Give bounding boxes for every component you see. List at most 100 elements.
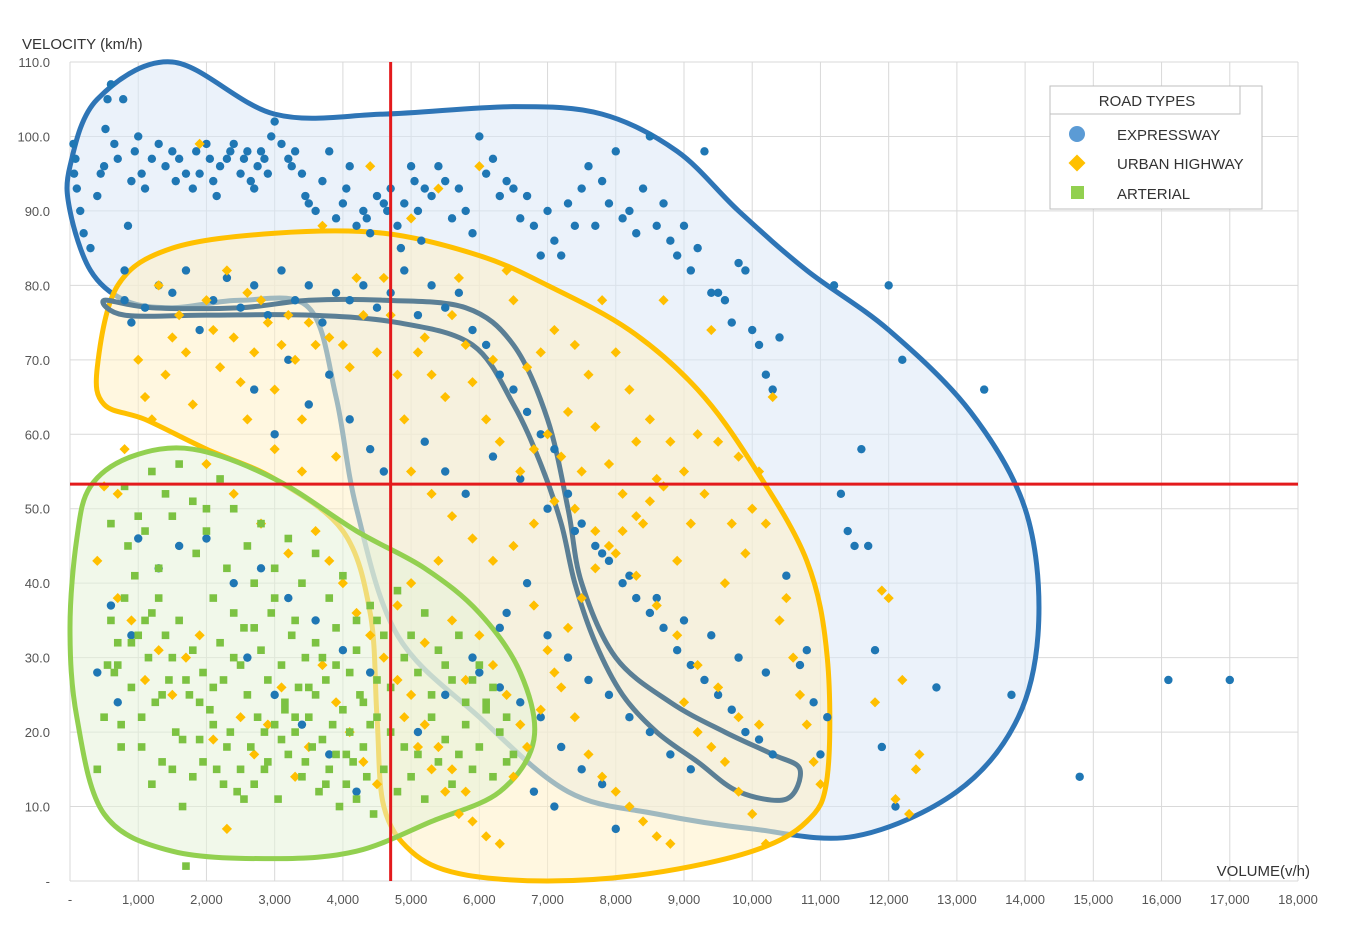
point-urban-highway — [651, 831, 662, 842]
point-expressway — [748, 325, 757, 335]
point-urban-highway — [883, 592, 894, 604]
point-expressway — [672, 251, 682, 260]
point-arterial — [291, 713, 299, 721]
point-arterial — [489, 772, 497, 781]
point-expressway — [768, 750, 777, 759]
point-expressway — [202, 139, 211, 149]
point-expressway — [686, 765, 696, 774]
point-urban-highway — [603, 540, 615, 552]
point-arterial — [414, 750, 422, 759]
point-expressway — [884, 281, 893, 290]
point-expressway — [795, 660, 805, 670]
point-expressway — [877, 742, 887, 752]
point-arterial — [393, 586, 402, 595]
point-expressway — [270, 117, 279, 126]
point-expressway — [256, 147, 266, 156]
point-arterial — [380, 765, 388, 774]
point-expressway — [597, 176, 607, 186]
point-urban-highway — [324, 555, 335, 566]
point-expressway — [123, 221, 133, 230]
point-arterial — [161, 631, 170, 640]
point-expressway — [495, 191, 504, 201]
point-expressway — [727, 318, 736, 327]
point-expressway — [284, 355, 293, 365]
point-arterial — [349, 758, 357, 766]
point-expressway — [638, 184, 648, 193]
point-urban-highway — [412, 347, 424, 358]
y-tick-label: 30.0 — [25, 651, 50, 666]
point-expressway — [604, 199, 614, 208]
point-expressway — [713, 690, 723, 700]
point-urban-highway — [521, 362, 533, 373]
point-urban-highway — [692, 726, 703, 738]
point-expressway — [365, 444, 375, 454]
point-expressway — [563, 199, 573, 208]
point-expressway — [181, 266, 191, 275]
point-expressway — [536, 430, 545, 439]
point-urban-highway — [904, 808, 915, 820]
point-arterial — [175, 460, 183, 468]
point-expressway — [345, 162, 354, 171]
point-arterial — [158, 758, 166, 766]
point-arterial — [311, 691, 320, 699]
point-expressway — [434, 162, 443, 171]
point-arterial — [107, 616, 115, 625]
point-urban-highway — [617, 488, 628, 499]
point-expressway — [550, 444, 559, 454]
point-expressway — [379, 199, 389, 208]
point-expressway — [468, 229, 477, 238]
point-arterial — [185, 691, 194, 699]
point-expressway — [754, 735, 764, 744]
point-expressway — [101, 124, 110, 134]
point-arterial — [165, 676, 173, 684]
point-expressway — [761, 668, 771, 677]
point-expressway — [226, 147, 235, 156]
point-expressway — [481, 340, 491, 350]
point-expressway — [488, 452, 498, 461]
point-expressway — [168, 147, 177, 156]
point-expressway — [720, 296, 730, 305]
point-expressway — [352, 787, 361, 796]
point-expressway — [604, 556, 614, 566]
point-urban-highway — [235, 377, 246, 388]
point-arterial — [189, 772, 197, 781]
point-arterial — [161, 490, 170, 498]
point-expressway — [345, 415, 354, 424]
point-urban-highway — [419, 637, 430, 648]
point-urban-highway — [556, 682, 567, 693]
point-arterial — [352, 646, 361, 654]
point-urban-highway — [358, 310, 369, 321]
point-expressway — [713, 288, 723, 298]
point-expressway — [86, 243, 95, 253]
point-expressway — [932, 683, 941, 692]
point-expressway — [270, 690, 279, 700]
point-expressway — [516, 698, 525, 707]
point-urban-highway — [290, 771, 301, 782]
point-expressway — [741, 266, 750, 275]
point-expressway — [441, 690, 450, 700]
point-arterial — [475, 743, 484, 751]
point-expressway — [413, 310, 423, 320]
point-urban-highway — [794, 689, 806, 700]
point-expressway — [325, 750, 334, 759]
point-arterial — [291, 616, 299, 625]
point-expressway — [577, 519, 586, 528]
point-arterial — [332, 750, 340, 759]
point-expressway — [645, 727, 655, 737]
point-expressway — [461, 489, 470, 499]
point-urban-highway — [378, 272, 389, 284]
y-tick-label: 90.0 — [25, 204, 50, 219]
point-arterial — [502, 758, 511, 766]
point-arterial — [223, 743, 231, 751]
point-urban-highway — [242, 287, 253, 298]
point-arterial — [270, 594, 279, 602]
point-urban-highway — [549, 667, 560, 678]
point-arterial — [356, 691, 364, 699]
point-arterial — [250, 579, 258, 587]
point-urban-highway — [290, 354, 301, 365]
point-arterial — [274, 795, 282, 803]
point-expressway — [359, 281, 368, 290]
point-arterial — [284, 534, 293, 543]
y-tick-label: 80.0 — [25, 278, 50, 293]
point-expressway — [618, 578, 627, 588]
